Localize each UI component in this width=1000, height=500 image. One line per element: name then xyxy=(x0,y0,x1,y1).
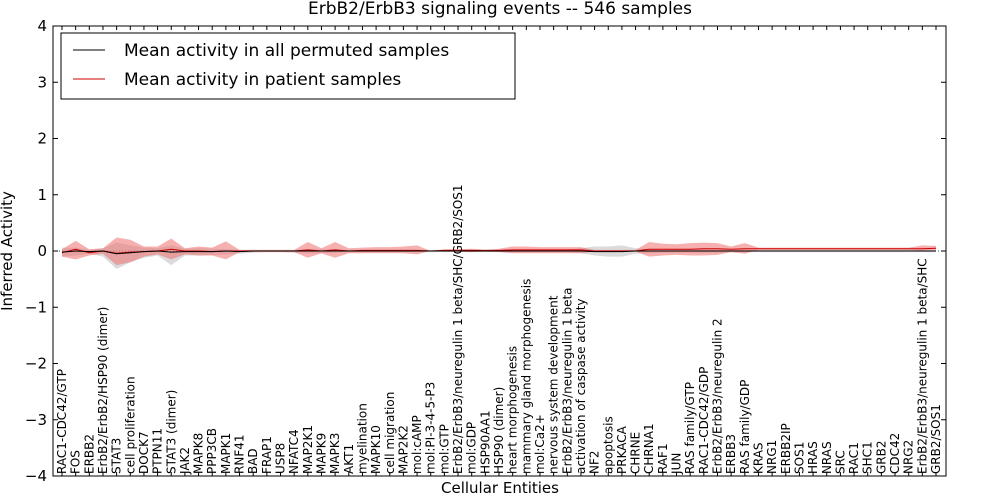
x-tick-label: activation of caspase activity xyxy=(574,298,588,473)
x-tick-label: JAK2 xyxy=(178,447,192,475)
x-tick-label: HSP90 (dimer) xyxy=(492,387,506,474)
x-tick-label: ERBB2 xyxy=(82,434,96,474)
x-tick-label: mol:cAMP xyxy=(410,415,424,474)
x-tick-label: SOS1 xyxy=(792,442,806,474)
x-tick-label: ErbB2/ErbB3/neuregulin 1 beta/SHC xyxy=(915,258,929,474)
x-tick-label: mol:GTP xyxy=(437,424,451,474)
x-tick-label: RAS family/GDP xyxy=(738,380,752,474)
y-tick-label: 1 xyxy=(37,186,47,204)
x-tick-label: ErbB2/ErbB2/HSP90 (dimer) xyxy=(96,307,110,474)
x-tick-label: NRG1 xyxy=(765,440,779,474)
x-tick-label: ERBB3 xyxy=(724,434,738,474)
x-tick-label: RAC1-CDC42/GTP xyxy=(55,369,69,474)
x-tick-label: RAS family/GTP xyxy=(683,382,697,474)
x-tick-label: NRAS xyxy=(820,441,834,474)
x-tick-label: NFATC4 xyxy=(287,429,301,474)
x-tick-label: MAPK8 xyxy=(192,433,206,474)
y-tick-label: 3 xyxy=(37,73,47,91)
x-tick-label: SHC1 xyxy=(861,441,875,474)
x-tick-label: MAPK1 xyxy=(219,433,233,474)
x-tick-label: nervous system development xyxy=(547,295,561,474)
legend-box xyxy=(60,32,516,100)
plot-area xyxy=(53,237,946,269)
x-tick-label: DOCK7 xyxy=(137,431,151,474)
x-tick-label: RAC1 xyxy=(847,442,861,474)
x-tick-label: FRAP1 xyxy=(260,436,274,474)
x-tick-label: ErbB2/ErbB3/neuregulin 1 beta/SHC/GRB2/S… xyxy=(451,184,465,474)
y-axis: −4 −3 −2 −1 0 1 2 3 4 xyxy=(25,17,946,485)
x-tick-label: BAD xyxy=(246,448,260,474)
x-tick-label: ErbB2/ErbB3/neuregulin 1 beta xyxy=(560,287,574,474)
x-tick-label: PRKACA xyxy=(615,425,629,474)
x-tick-label: SRC xyxy=(833,450,847,474)
chart-title: ErbB2/ErbB3 signaling events -- 546 samp… xyxy=(308,0,692,19)
x-tick-label: CDC42 xyxy=(888,433,902,474)
y-tick-label: 0 xyxy=(37,242,47,260)
y-tick-label: −3 xyxy=(25,411,47,429)
x-tick-label: MAPK10 xyxy=(369,425,383,474)
x-tick-label: mol:GDP xyxy=(465,422,479,474)
x-tick-label: RAF1 xyxy=(656,443,670,474)
legend-label-permuted: Mean activity in all permuted samples xyxy=(124,41,449,61)
x-tick-label: MAPK9 xyxy=(315,433,329,474)
x-tick-label: cell proliferation xyxy=(123,376,137,474)
x-tick-label: HRAS xyxy=(806,441,820,474)
y-tick-label: −4 xyxy=(25,467,47,485)
x-tick-label: RNF41 xyxy=(233,434,247,474)
y-tick-label: −2 xyxy=(25,355,47,373)
x-tick-label: mammary gland morphogenesis xyxy=(519,279,533,474)
x-tick-label: ERBB2IP xyxy=(779,423,793,474)
y-tick-label: −1 xyxy=(25,298,47,316)
x-tick-label: MAPK3 xyxy=(328,433,342,474)
x-tick-label: KRAS xyxy=(752,442,766,474)
x-tick-label: mol:Ca2+ xyxy=(533,414,547,474)
y-tick-label: 4 xyxy=(37,17,47,35)
x-tick-label: MAP2K2 xyxy=(396,425,410,474)
x-tick-label: NF2 xyxy=(588,450,602,474)
x-tick-label: heart morphogenesis xyxy=(506,346,520,474)
x-tick-label: MAP2K1 xyxy=(301,425,315,474)
x-tick-label: cell migration xyxy=(383,392,397,474)
x-axis: RAC1-CDC42/GTP FOS ERBB2 ErbB2/ErbB2/HSP90 … xyxy=(55,26,943,476)
y-axis-label: Inferred Activity xyxy=(0,191,16,311)
x-tick-label: JUN xyxy=(670,453,684,475)
x-tick-label: ErbB2/ErbB3/neuregulin 2 xyxy=(711,318,725,474)
x-tick-label: CHRNA1 xyxy=(642,423,656,474)
x-tick-label: GRB2/SOS1 xyxy=(929,404,943,474)
x-tick-label: FOS xyxy=(69,450,83,474)
y-tick-label: 2 xyxy=(37,130,47,148)
x-tick-label: mol:PI-3-4-5-P3 xyxy=(424,382,438,474)
x-tick-label: RAC1-CDC42/GDP xyxy=(697,367,711,474)
x-tick-label: PTPN11 xyxy=(151,428,165,474)
x-tick-label: CHRNE xyxy=(629,432,643,474)
legend-label-patient: Mean activity in patient samples xyxy=(124,70,401,90)
x-tick-label: PPP3CB xyxy=(205,428,219,474)
x-tick-label: HSP90AA1 xyxy=(478,410,492,474)
x-tick-label: apoptosis xyxy=(601,416,615,474)
x-tick-label: USP8 xyxy=(274,443,288,474)
line-permuted-mean xyxy=(61,250,936,255)
x-tick-label: NRG2 xyxy=(902,440,916,474)
x-tick-label: myelination xyxy=(355,403,369,474)
band-permuted xyxy=(62,242,936,269)
x-tick-label: AKT1 xyxy=(342,444,356,474)
x-axis-label: Cellular Entities xyxy=(441,479,559,497)
x-tick-label: STAT3 xyxy=(110,438,124,474)
x-tick-label: STAT3 (dimer) xyxy=(164,390,178,474)
legend: Mean activity in all permuted samples Me… xyxy=(60,32,516,100)
x-tick-label: GRB2 xyxy=(874,441,888,475)
